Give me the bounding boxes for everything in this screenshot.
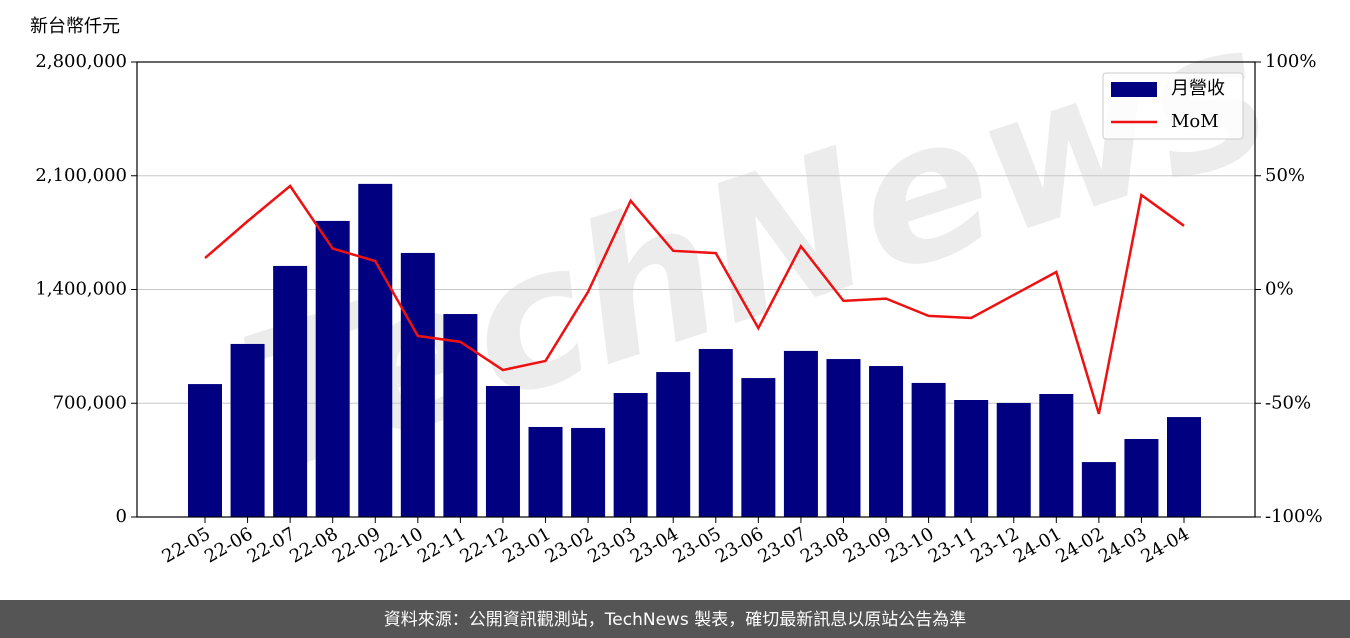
x-tick-label: 24-04 [1138,523,1193,567]
x-tick-label: 24-01 [1010,523,1065,567]
bar [1081,462,1116,517]
bar [1039,393,1074,517]
bar [188,384,222,517]
y2-tick-label: 100% [1265,51,1316,72]
y2-tick-label: -50% [1265,392,1311,413]
bar [571,427,606,517]
bar [358,183,393,517]
x-tick-label: 23-10 [882,523,937,567]
x-tick-label: 23-09 [840,523,895,567]
y-tick-label: 2,100,000 [35,165,127,186]
x-tick-label: 22-11 [414,523,469,567]
bar [528,426,563,517]
y-tick-label: 2,800,000 [35,51,127,72]
footer: 資料來源：公開資訊觀測站，TechNews 製表，確切最新訊息以原站公告為準 [384,610,966,630]
bar [869,366,904,517]
x-tick-label: 22-05 [159,523,214,567]
bar [1167,417,1201,517]
plot-frame [136,61,1256,518]
line [204,184,1185,415]
bar [400,252,435,517]
bar [783,350,818,517]
bar [911,382,946,517]
x-tick-label: 23-11 [925,523,980,567]
x-tick-label: 22-09 [329,523,384,567]
bar [741,378,776,517]
bar [613,393,648,517]
x-tick-label: 23-08 [797,523,852,567]
x-tick-label: 24-02 [1052,523,1107,567]
x-tick-label: 24-03 [1095,523,1150,567]
y-axis-label: 新台幣仟元 [30,16,120,37]
x-tick-label: 23-04 [627,523,682,567]
y-tick-label: 0 [116,506,127,527]
bar [230,343,265,517]
footer-band [0,600,1350,638]
x-tick-label: 23-03 [584,523,639,567]
x-tick-label: 22-07 [244,523,299,567]
y2-tick-label: -100% [1265,506,1323,527]
x-tick-label: 23-12 [967,523,1022,567]
bar [698,348,733,517]
legend-label: MoM [1171,111,1219,132]
x-tick-label: 22-06 [201,523,256,567]
x-tick-label: 23-05 [669,523,724,567]
bar [954,400,989,517]
bar [315,220,350,518]
bar [1124,439,1159,517]
x-tick-label: 22-12 [457,523,512,567]
y-tick-label: 1,400,000 [35,279,127,300]
bar [656,372,691,517]
x-tick-label: 22-10 [371,523,426,567]
legend-swatch [1111,82,1157,97]
x-tick-label: 23-06 [712,523,767,567]
bar [273,265,308,517]
legend-label: 月營收 [1171,78,1225,99]
bar [826,359,861,517]
y2-tick-label: 50% [1265,165,1305,186]
x-tick-label: 23-07 [754,523,809,567]
bar [485,386,520,517]
x-tick-label: 23-02 [542,523,597,567]
bar [443,314,478,517]
x-tick-label: 23-01 [499,523,554,567]
y2-tick-label: 0% [1265,279,1294,300]
y-tick-label: 700,000 [53,392,127,413]
x-tick-label: 22-08 [286,523,341,567]
bar [996,402,1031,517]
